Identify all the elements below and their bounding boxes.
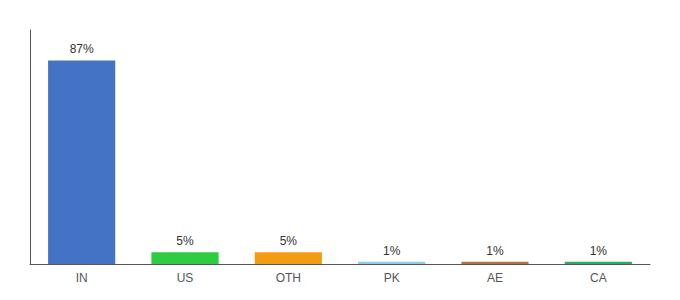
svg-text:CA: CA [590, 271, 607, 285]
svg-text:5%: 5% [176, 234, 194, 248]
svg-text:US: US [177, 271, 194, 285]
svg-text:OTH: OTH [276, 271, 301, 285]
svg-text:AE: AE [487, 271, 503, 285]
svg-text:1%: 1% [486, 244, 504, 258]
svg-text:PK: PK [384, 271, 400, 285]
svg-text:1%: 1% [383, 244, 401, 258]
svg-text:1%: 1% [590, 244, 608, 258]
svg-text:5%: 5% [280, 234, 298, 248]
svg-text:IN: IN [76, 271, 88, 285]
svg-text:87%: 87% [70, 42, 94, 56]
